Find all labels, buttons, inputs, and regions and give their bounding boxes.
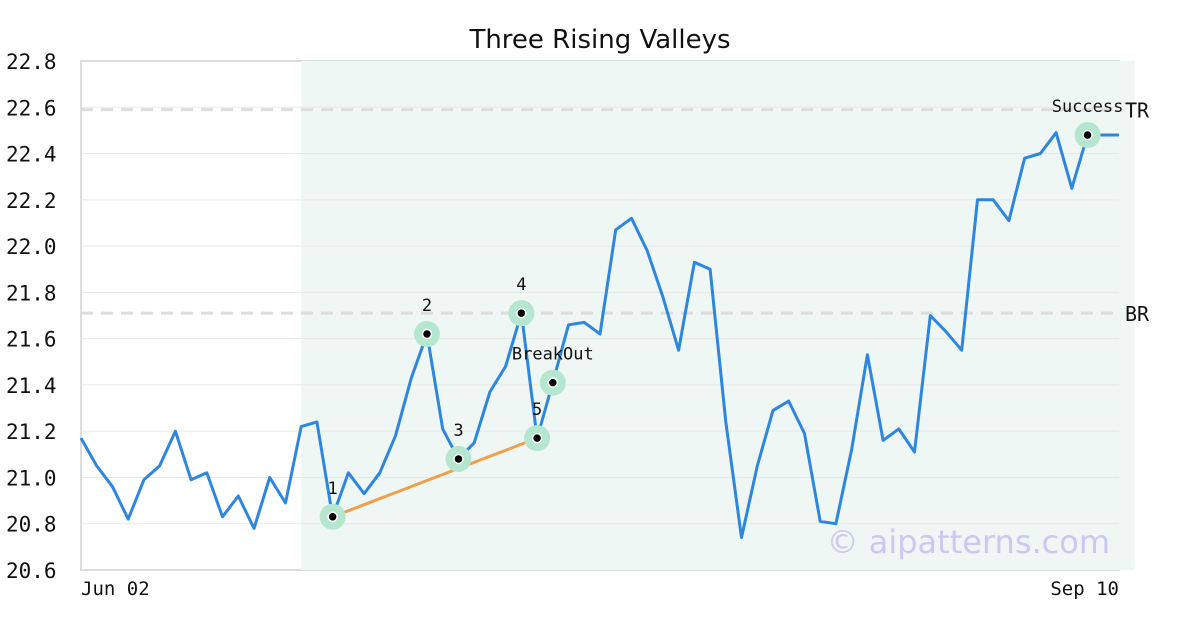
marker-dot	[421, 328, 433, 340]
marker-2: 2	[414, 296, 440, 348]
y-tick-label: 22.2	[6, 189, 57, 213]
y-tick-label: 21.8	[6, 281, 57, 305]
marker-label-4: 4	[516, 275, 526, 295]
marker-dot	[453, 453, 464, 465]
y-tick-label: 21.4	[6, 374, 57, 398]
marker-dot	[1082, 129, 1093, 141]
valley-trendline	[332, 436, 538, 519]
pattern-markers: 1 2 3 4 5 BreakOut Success	[319, 97, 1124, 530]
y-tick-label: 22.0	[6, 235, 57, 259]
y-tick-label: 22.8	[6, 50, 57, 74]
x-tick-start: Jun 02	[81, 578, 150, 600]
y-tick-label: 21.2	[6, 420, 57, 444]
y-tick-label: 22.6	[6, 96, 57, 120]
marker-dot	[327, 511, 338, 523]
grid-lines	[81, 106, 1119, 525]
marker-breakout: BreakOut	[512, 345, 594, 396]
level-label-br: BR	[1125, 302, 1150, 326]
marker-dot	[547, 377, 559, 388]
marker-4: 4	[508, 275, 535, 327]
x-tick-end: Sep 10	[1050, 578, 1119, 600]
watermark: © aipatterns.com	[827, 523, 1110, 561]
marker-label-3: 3	[453, 421, 463, 441]
marker-label-5: 5	[532, 400, 542, 420]
marker-1: 1	[319, 479, 346, 530]
marker-dot	[531, 432, 543, 444]
y-axis-ticks: 20.6 20.8 21.0 21.2 21.4 21.6 21.8 22.0 22.2 22.4…	[6, 50, 57, 583]
marker-5: 5	[524, 400, 551, 452]
chart-title: Three Rising Valleys	[468, 25, 730, 55]
y-tick-label: 20.6	[6, 559, 57, 583]
marker-3: 3	[445, 421, 472, 472]
marker-label-2: 2	[422, 296, 432, 316]
y-tick-label: 21.6	[6, 328, 57, 352]
y-tick-label: 22.4	[6, 143, 57, 167]
y-tick-label: 20.8	[6, 513, 57, 537]
marker-label-success: Success	[1052, 97, 1124, 117]
pattern-region	[301, 61, 1135, 570]
marker-label-1: 1	[328, 479, 338, 499]
level-label-tr: TR	[1125, 99, 1150, 123]
marker-label-breakout: BreakOut	[512, 345, 594, 365]
marker-dot	[516, 307, 527, 319]
marker-success: Success	[1052, 97, 1124, 149]
y-tick-label: 21.0	[6, 466, 57, 490]
price-series-line	[79, 131, 1119, 540]
level-lines: TR BR	[81, 99, 1150, 326]
